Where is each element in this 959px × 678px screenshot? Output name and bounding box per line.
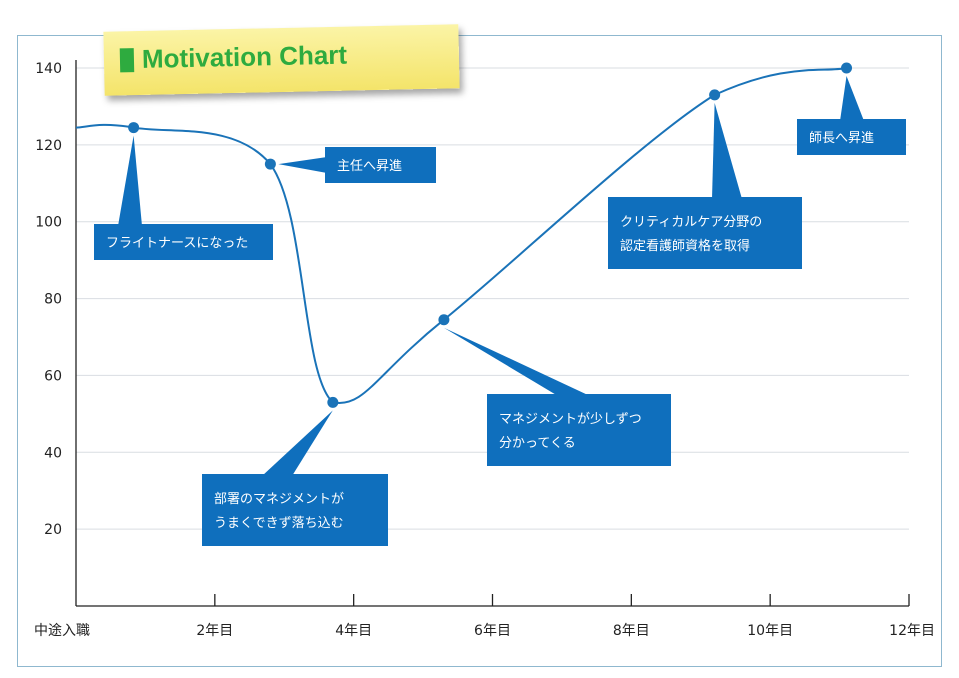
data-point (841, 62, 853, 74)
callout-box (797, 119, 906, 155)
callout-pointer (262, 410, 333, 476)
annotation-callout: 主任へ昇進 (278, 147, 436, 183)
y-tick-label: 40 (44, 445, 62, 461)
callout-text: うまくできず落ち込む (214, 516, 344, 531)
callout-pointer (840, 76, 864, 121)
callout-box (325, 147, 436, 183)
annotation-callout: フライトナースになった (94, 135, 273, 260)
x-tick-label: 8年目 (613, 623, 650, 639)
x-tick-label: 10年目 (747, 623, 793, 639)
callout-text: マネジメントが少しずつ (499, 412, 642, 427)
callout-pointer (712, 102, 742, 199)
title-bar-icon (119, 47, 135, 72)
callout-text: 師長へ昇進 (809, 131, 874, 146)
callout-text: 主任へ昇進 (337, 159, 402, 174)
chart-frame (17, 35, 942, 667)
x-tick-label: 12年目 (889, 623, 935, 639)
y-tick-label: 60 (44, 368, 62, 384)
y-tick-label: 140 (35, 61, 62, 77)
motivation-line (75, 67, 847, 405)
callout-pointer (443, 327, 590, 396)
callout-text: 部署のマネジメントが (214, 492, 344, 507)
annotation-callout: 師長へ昇進 (797, 76, 906, 155)
callout-text: フライトナースになった (106, 236, 248, 251)
callout-box (94, 224, 273, 260)
x-tick-label: 2年目 (196, 623, 233, 639)
callout-pointer (118, 135, 142, 226)
y-tick-label: 120 (35, 138, 62, 154)
chart-title-note: Motivation Chart (103, 24, 460, 96)
callout-text: 認定看護師資格を取得 (620, 238, 750, 254)
callout-box (202, 474, 388, 546)
data-point (709, 89, 721, 101)
data-point (128, 122, 140, 134)
data-point (438, 314, 450, 326)
callout-text: 分かってくる (499, 436, 576, 451)
y-tick-label: 80 (44, 292, 62, 308)
x-tick-label: 中途入職 (34, 622, 90, 639)
data-point (264, 158, 276, 170)
callout-pointer (278, 157, 327, 173)
y-tick-label: 20 (44, 522, 62, 538)
x-tick-label: 4年目 (335, 623, 372, 639)
chart-title: Motivation Chart (141, 39, 348, 74)
data-point (327, 396, 339, 408)
callout-box (608, 197, 802, 269)
y-tick-label: 100 (35, 215, 62, 231)
callout-text: クリティカルケア分野の (620, 215, 762, 230)
callout-box (487, 394, 671, 466)
x-tick-label: 6年目 (474, 623, 511, 639)
